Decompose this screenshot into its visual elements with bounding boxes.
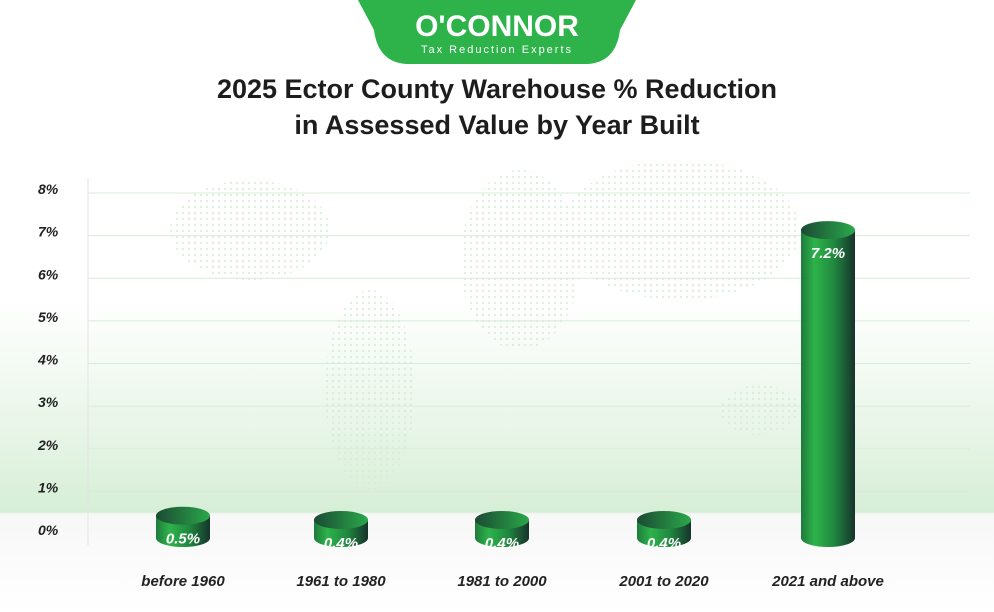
data-label: 0.4% (485, 535, 519, 552)
bar-top (156, 506, 210, 525)
x-tick-label: 1981 to 2000 (457, 573, 547, 590)
bar-top (314, 510, 368, 529)
y-tick-label: 8% (38, 181, 59, 197)
x-tick-label: before 1960 (141, 573, 225, 590)
bar-top (637, 510, 691, 529)
data-label: 0.5% (166, 531, 200, 548)
data-label: 0.4% (647, 535, 681, 552)
y-tick-label: 7% (38, 224, 59, 240)
bar-2: 0.4% (475, 510, 529, 552)
y-tick-label: 1% (38, 479, 59, 495)
data-label: 0.4% (324, 535, 358, 552)
data-label: 7.2% (811, 245, 845, 262)
chart-title-line-2: in Assessed Value by Year Built (294, 110, 700, 140)
bar-4: 7.2% (801, 221, 855, 547)
y-tick-label: 3% (38, 394, 59, 410)
bar-body (156, 515, 210, 547)
logo-tagline: Tax Reduction Experts (421, 44, 573, 56)
logo-brand: O'CONNOR (415, 10, 579, 43)
y-tick-label: 0% (38, 522, 59, 538)
y-tick-label: 2% (37, 437, 59, 453)
x-tick-label: 1961 to 1980 (296, 573, 386, 590)
x-tick-label: 2001 to 2020 (618, 573, 709, 590)
y-tick-label: 5% (38, 309, 59, 325)
y-tick-label: 4% (37, 352, 59, 368)
bar-top (801, 221, 855, 240)
oconnor-logo: O'CONNOR Tax Reduction Experts (358, 0, 636, 64)
bar-body (801, 230, 855, 547)
bar-1: 0.4% (314, 510, 368, 552)
bar-0: 0.5% (156, 506, 210, 548)
world-map-background (170, 160, 800, 490)
bar-top (475, 510, 529, 529)
bar-3: 0.4% (637, 510, 691, 552)
y-tick-label: 6% (38, 266, 59, 282)
x-tick-label: 2021 and above (771, 573, 884, 590)
chart-title-line-1: 2025 Ector County Warehouse % Reduction (216, 74, 778, 104)
